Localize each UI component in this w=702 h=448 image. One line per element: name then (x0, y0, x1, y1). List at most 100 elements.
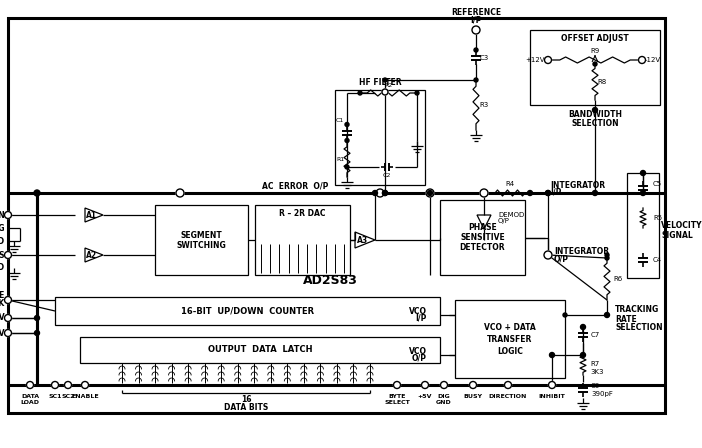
Text: RATE: RATE (615, 314, 637, 323)
Circle shape (81, 382, 88, 388)
Text: COS: COS (0, 250, 5, 259)
Circle shape (4, 329, 11, 336)
Text: R8: R8 (597, 79, 607, 85)
Text: OUTPUT  DATA  LATCH: OUTPUT DATA LATCH (208, 345, 312, 354)
Text: DATA: DATA (21, 393, 39, 399)
Polygon shape (85, 248, 103, 262)
Text: RIPPLE: RIPPLE (0, 292, 5, 301)
Text: 16: 16 (241, 396, 251, 405)
Text: R4: R4 (505, 181, 515, 187)
Bar (440, 200, 525, 275)
Circle shape (545, 190, 550, 195)
Text: VCO + DATA: VCO + DATA (484, 323, 536, 332)
Text: LOGIC: LOGIC (497, 346, 523, 356)
Bar (8, 18, 665, 413)
Text: LOAD: LOAD (20, 401, 39, 405)
Circle shape (383, 190, 388, 195)
Text: I/P: I/P (470, 16, 482, 25)
Circle shape (4, 297, 11, 303)
Circle shape (480, 189, 488, 197)
Text: C4: C4 (653, 257, 662, 263)
Circle shape (4, 314, 11, 322)
Bar (80, 337, 440, 363)
Circle shape (545, 56, 552, 64)
Text: BANDWIDTH: BANDWIDTH (568, 109, 622, 119)
Text: GND: GND (0, 263, 5, 272)
Text: A3: A3 (357, 236, 368, 245)
Text: R2: R2 (385, 82, 392, 87)
Text: SIG: SIG (0, 224, 5, 233)
Text: PHASE: PHASE (468, 223, 497, 232)
Circle shape (605, 253, 609, 257)
Circle shape (474, 78, 478, 82)
Circle shape (34, 190, 40, 196)
Circle shape (4, 251, 11, 258)
Circle shape (592, 108, 597, 112)
Bar (530, 30, 660, 105)
Text: BYTE: BYTE (388, 393, 406, 399)
Circle shape (383, 78, 387, 82)
Polygon shape (355, 232, 375, 248)
Text: INTEGRATOR: INTEGRATOR (554, 246, 609, 255)
Text: C7: C7 (591, 332, 600, 338)
Circle shape (345, 138, 349, 142)
Text: R – 2R DAC: R – 2R DAC (279, 208, 326, 217)
Circle shape (27, 382, 34, 388)
Text: O/P: O/P (412, 353, 427, 362)
Bar (255, 205, 350, 275)
Text: TRACKING: TRACKING (615, 306, 659, 314)
Circle shape (550, 353, 555, 358)
Text: R6: R6 (613, 276, 622, 282)
Bar (455, 300, 565, 378)
Text: 3K3: 3K3 (590, 369, 604, 375)
Text: SWITCHING: SWITCHING (177, 241, 226, 250)
Circle shape (345, 122, 349, 126)
Circle shape (382, 89, 388, 95)
Text: SENSITIVE: SENSITIVE (460, 233, 505, 242)
Text: SC2: SC2 (61, 393, 74, 399)
Text: SIGNAL: SIGNAL (661, 231, 693, 240)
Text: R7: R7 (590, 361, 600, 367)
Text: TRANSFER: TRANSFER (487, 335, 533, 344)
Circle shape (640, 190, 646, 195)
Text: BUSY: BUSY (463, 393, 482, 399)
Circle shape (527, 190, 533, 195)
Circle shape (593, 62, 597, 66)
Text: VCO: VCO (409, 346, 427, 356)
Text: GND: GND (436, 401, 452, 405)
Circle shape (470, 382, 477, 388)
Circle shape (548, 382, 555, 388)
Text: VELOCITY: VELOCITY (661, 220, 702, 229)
Text: C3: C3 (479, 55, 489, 61)
Circle shape (563, 313, 567, 317)
Text: SIN: SIN (0, 211, 5, 220)
Text: C1: C1 (336, 118, 344, 123)
Text: DEMOD: DEMOD (498, 212, 524, 218)
Circle shape (51, 382, 58, 388)
Text: SC1: SC1 (48, 393, 62, 399)
Text: AD2S83: AD2S83 (303, 273, 357, 287)
Circle shape (415, 91, 419, 95)
Circle shape (394, 382, 401, 388)
Circle shape (639, 56, 646, 64)
Text: C6: C6 (591, 383, 600, 389)
Circle shape (545, 190, 550, 195)
Circle shape (4, 211, 11, 219)
Circle shape (373, 190, 378, 195)
Text: REFERENCE: REFERENCE (451, 8, 501, 17)
Circle shape (345, 165, 349, 169)
Text: -12V: -12V (645, 57, 661, 63)
Text: DIG: DIG (437, 393, 451, 399)
Text: DETECTOR: DETECTOR (460, 243, 505, 252)
Text: DATA BITS: DATA BITS (224, 404, 268, 413)
Circle shape (472, 26, 480, 34)
Text: AC  ERROR  O/P: AC ERROR O/P (262, 181, 329, 190)
Circle shape (358, 91, 362, 95)
Text: INHIBIT: INHIBIT (538, 393, 565, 399)
Text: ENABLE: ENABLE (71, 393, 99, 399)
Circle shape (640, 171, 646, 176)
Circle shape (592, 190, 597, 195)
Text: I/P: I/P (550, 188, 562, 197)
Circle shape (426, 189, 434, 197)
Polygon shape (477, 215, 491, 229)
